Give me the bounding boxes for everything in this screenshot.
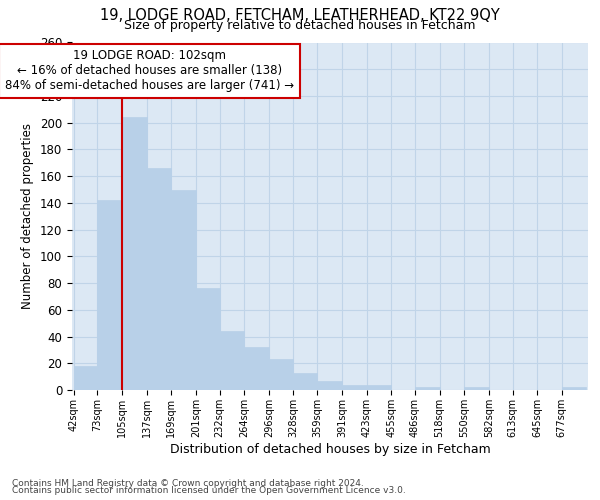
Bar — [367, 384, 391, 390]
Bar — [317, 380, 342, 390]
Bar — [171, 190, 196, 390]
Bar — [269, 360, 293, 390]
Bar — [464, 388, 489, 390]
Bar — [244, 347, 269, 390]
Y-axis label: Number of detached properties: Number of detached properties — [22, 123, 34, 309]
Text: Contains public sector information licensed under the Open Government Licence v3: Contains public sector information licen… — [12, 486, 406, 495]
Bar — [74, 366, 97, 390]
Bar — [293, 372, 317, 390]
Bar — [342, 384, 367, 390]
Bar — [196, 288, 220, 390]
Text: 19, LODGE ROAD, FETCHAM, LEATHERHEAD, KT22 9QY: 19, LODGE ROAD, FETCHAM, LEATHERHEAD, KT… — [100, 8, 500, 22]
X-axis label: Distribution of detached houses by size in Fetcham: Distribution of detached houses by size … — [170, 442, 490, 456]
Text: Contains HM Land Registry data © Crown copyright and database right 2024.: Contains HM Land Registry data © Crown c… — [12, 478, 364, 488]
Bar — [146, 168, 171, 390]
Bar — [122, 118, 146, 390]
Bar — [415, 388, 440, 390]
Text: Size of property relative to detached houses in Fetcham: Size of property relative to detached ho… — [124, 19, 476, 32]
Text: 19 LODGE ROAD: 102sqm
← 16% of detached houses are smaller (138)
84% of semi-det: 19 LODGE ROAD: 102sqm ← 16% of detached … — [5, 50, 294, 92]
Bar — [562, 388, 586, 390]
Bar — [97, 200, 122, 390]
Bar — [220, 331, 244, 390]
